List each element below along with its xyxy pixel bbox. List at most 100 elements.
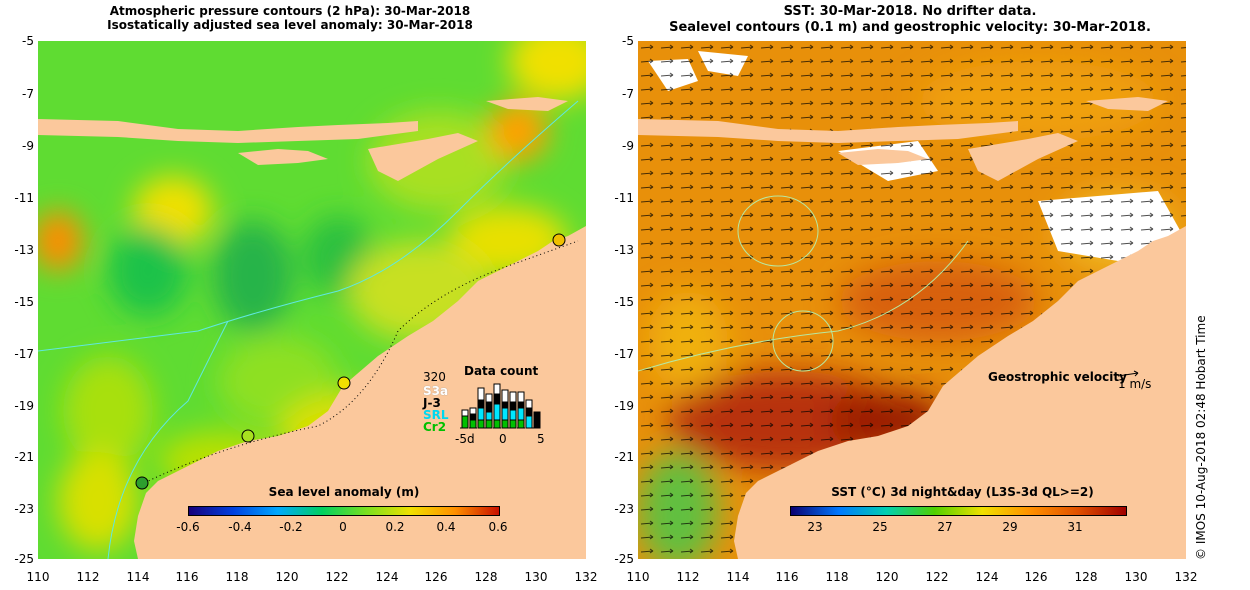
right-ytick: -21 [614,450,634,464]
sla-colorbar-tick: 0.4 [436,520,456,534]
right-xtick: 110 [626,570,650,584]
sla-island-java [38,119,418,143]
right-xtick: 118 [825,570,849,584]
left-xtick: 118 [225,570,249,584]
right-ytick: -15 [614,295,634,309]
right-xtick: 120 [875,570,899,584]
right-title: SST: 30-Mar-2018. No drifter data. Seale… [640,4,1180,36]
right-xtick: 114 [726,570,750,584]
inset-bars [460,383,541,429]
left-xtick: 132 [574,570,598,584]
right-title-line1: SST: 30-Mar-2018. No drifter data. [783,4,1037,19]
right-title-line2: Sealevel contours (0.1 m) and geostrophi… [669,20,1151,35]
sla-colorbar-tick: -0.4 [228,520,252,534]
inset-sat-j3: J-3 [423,396,441,410]
sst-colorbar-tick: 23 [807,520,823,534]
right-xtick: 112 [676,570,700,584]
left-xtick: 124 [375,570,399,584]
sla-map [38,41,586,559]
left-xtick: 120 [275,570,299,584]
left-xtick: 128 [474,570,498,584]
right-xtick: 122 [925,570,949,584]
right-ytick: -13 [614,243,634,257]
sst-colorbar-tick: 27 [937,520,953,534]
left-ytick: -9 [22,139,34,153]
sla-colorbar-tick: -0.2 [279,520,303,534]
sla-island-tanimbar [486,97,568,111]
left-xtick: 126 [424,570,448,584]
inset-sat-cr2: Cr2 [423,420,447,434]
credit-text: © IMOS 10-Aug-2018 02:48 Hobart Time [1194,315,1208,560]
right-ytick: -19 [614,399,634,413]
tide-gauge-1 [135,476,149,490]
right-ytick: -25 [614,552,634,566]
right-ytick: -5 [622,34,634,48]
sla-island-timor [368,133,478,181]
right-xtick: 130 [1124,570,1148,584]
sst-colorbar-tick: 31 [1067,520,1083,534]
left-xtick: 116 [175,570,199,584]
sla-colorbar-tick: 0 [339,520,347,534]
sealevel-contour [638,240,969,372]
left-ytick: -25 [14,552,34,566]
sst-land-australia [734,226,1186,559]
bathymetry-contour-2 [107,320,229,559]
sst-colorbar-title: SST (°C) 3d night&day (L3S-3d QL>=2) [831,485,1094,499]
tide-gauge-3 [337,376,351,390]
sla-colorbar-tick: 0.2 [385,520,405,534]
sealevel-contour [772,310,834,372]
sst-island-java [638,119,1018,143]
left-ytick: -23 [14,502,34,516]
velocity-scale-arrow [1117,372,1139,377]
right-xtick: 124 [975,570,999,584]
inset-axis-label: 0 [499,432,507,446]
inset-max-label: 320 [423,370,446,384]
sst-island-tanimbar [1086,97,1168,111]
left-xtick: 114 [126,570,150,584]
sealevel-contour [737,195,819,267]
tide-gauge-2 [241,429,255,443]
right-ytick: -17 [614,347,634,361]
inset-axis-label: 5 [537,432,545,446]
left-ytick: -17 [14,347,34,361]
velocity-scale-label: 1 m/s [1118,377,1152,391]
left-ytick: -19 [14,399,34,413]
left-ytick: -5 [22,34,34,48]
left-ytick: -11 [14,191,34,205]
sla-map-svg [38,41,586,559]
left-xtick: 110 [26,570,50,584]
right-ytick: -11 [614,191,634,205]
sst-map-svg [638,41,1186,559]
sst-island-sumba [838,149,928,165]
right-xtick: 128 [1074,570,1098,584]
sla-colorbar [188,506,500,516]
sst-colorbar-tick: 29 [1002,520,1018,534]
left-ytick: -13 [14,243,34,257]
sla-colorbar-tick: -0.6 [176,520,200,534]
right-ytick: -9 [622,139,634,153]
sla-island-sumba [238,149,328,165]
inset-axis-label: -5d [455,432,475,446]
left-title-line1: Atmospheric pressure contours (2 hPa): 3… [109,4,471,18]
right-ytick: -23 [614,502,634,516]
sst-colorbar [790,506,1127,516]
sst-map [638,41,1186,559]
left-xtick: 112 [76,570,100,584]
sla-colorbar-tick: 0.6 [488,520,508,534]
tide-gauge-4 [552,233,566,247]
left-xtick: 122 [325,570,349,584]
left-xtick: 130 [524,570,548,584]
right-xtick: 132 [1174,570,1198,584]
left-ytick: -15 [14,295,34,309]
sst-island-timor [968,133,1078,181]
left-title: Atmospheric pressure contours (2 hPa): 3… [80,4,500,32]
right-xtick: 126 [1024,570,1048,584]
left-ytick: -7 [22,87,34,101]
left-ytick: -21 [14,450,34,464]
inset-sat-srl: SRL [423,408,449,422]
right-xtick: 116 [775,570,799,584]
right-ytick: -7 [622,87,634,101]
sst-colorbar-tick: 25 [872,520,888,534]
inset-title: Data count [464,364,539,378]
left-title-line2: Isostatically adjusted sea level anomaly… [107,18,473,32]
